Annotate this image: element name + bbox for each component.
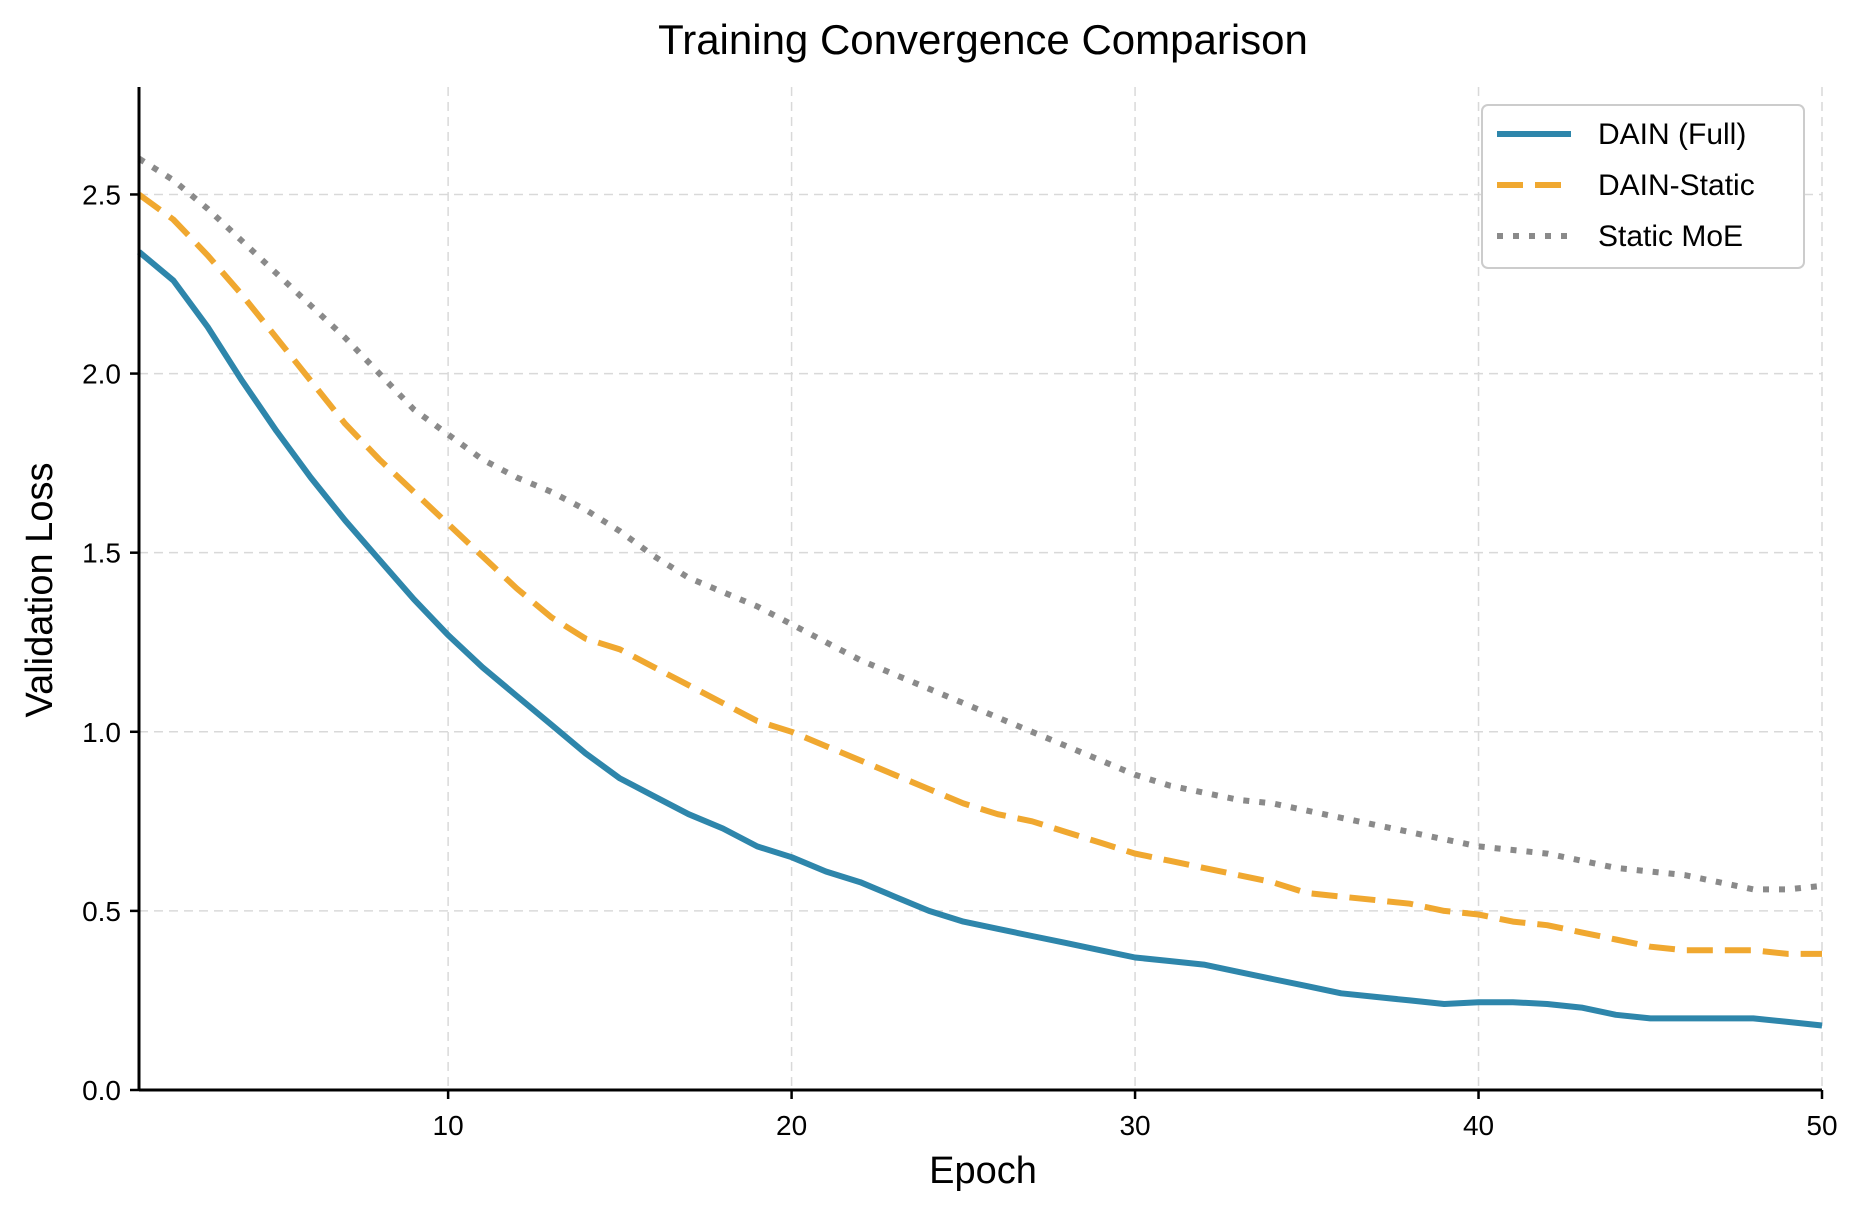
legend-box — [1481, 104, 1805, 269]
y-tick-label: 2.5 — [82, 179, 121, 210]
y-tick-label: 0.0 — [82, 1075, 121, 1106]
y-tick-label: 1.0 — [82, 717, 121, 748]
series-line-0 — [137, 249, 1823, 1029]
x-tick-label: 50 — [1806, 1110, 1837, 1141]
y-tick-label: 2.0 — [82, 359, 121, 390]
y-tick-label: 0.5 — [82, 896, 121, 927]
y-tick-label: 1.5 — [82, 538, 121, 569]
grid-lines — [139, 87, 1823, 1091]
legend-label-0: DAIN (Full) — [1598, 118, 1746, 151]
x-tick-label: 30 — [1119, 1110, 1150, 1141]
series-lines — [137, 156, 1823, 1029]
legend-label-2: Static MoE — [1598, 220, 1743, 253]
legend: DAIN (Full) DAIN-Static Static MoE — [1481, 104, 1805, 269]
ticks: 10 20 30 40 50 0.0 0.5 1.0 1.5 2.0 2.5 — [82, 179, 1838, 1141]
x-tick-label: 40 — [1463, 1110, 1494, 1141]
y-axis-label: Validation Loss — [19, 463, 61, 718]
x-tick-label: 10 — [433, 1110, 464, 1141]
chart-title: Training Convergence Comparison — [658, 16, 1308, 63]
legend-label-1: DAIN-Static — [1598, 169, 1755, 202]
x-axis-label: Epoch — [929, 1150, 1037, 1192]
axes — [137, 87, 1822, 1092]
series-line-1 — [137, 192, 1822, 957]
x-tick-label: 20 — [776, 1110, 807, 1141]
